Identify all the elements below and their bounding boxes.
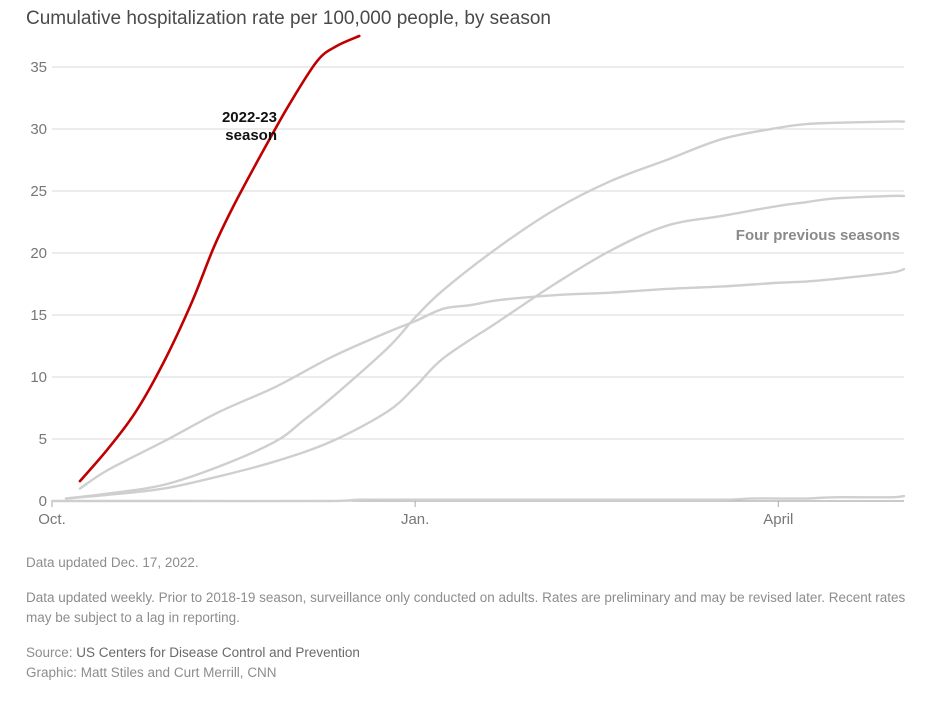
hospitalization-rate-chart: 0 5 10 15 20 25 30 35 Oct. Jan. April 2022-23seaso…	[30, 34, 906, 528]
data-updated-note: Data updated Dec. 17, 2022.	[26, 555, 199, 570]
season-2022-23-label: season	[225, 127, 277, 144]
x-tick-label: April	[763, 511, 793, 528]
methodology-note: Data updated weekly. Prior to 2018-19 se…	[26, 590, 906, 625]
y-tick-label: 20	[30, 245, 47, 262]
previous-seasons-label: Four previous seasons	[736, 227, 900, 244]
series-line-2022-23	[78, 34, 361, 483]
source-prefix: Source:	[26, 645, 77, 660]
source-link[interactable]: US Centers for Disease Control and Preve…	[76, 645, 360, 660]
graphic-credit: Graphic: Matt Stiles and Curt Merrill, C…	[26, 665, 277, 680]
y-tick-label: 25	[30, 183, 47, 200]
source-note: Source: US Centers for Disease Control a…	[26, 643, 360, 663]
x-tick-label: Oct.	[38, 511, 66, 528]
series-line-previous-season	[50, 494, 906, 503]
series-line-previous-season	[64, 120, 906, 500]
chart-title: Cumulative hospitalization rate per 100,…	[26, 8, 551, 29]
y-tick-label: 15	[30, 307, 47, 324]
season-2022-23-label: 2022-23	[222, 109, 277, 126]
y-tick-label: 0	[39, 493, 47, 510]
grid-lines	[52, 66, 904, 440]
series-line-previous-season	[78, 267, 906, 490]
series-lines	[50, 34, 906, 503]
y-tick-label: 30	[30, 121, 47, 138]
axes: 0 5 10 15 20 25 30 35 Oct. Jan. April	[30, 59, 904, 528]
series-line-previous-season	[64, 194, 906, 500]
y-tick-label: 35	[30, 59, 47, 76]
x-tick-label: Jan.	[401, 511, 429, 528]
y-tick-label: 10	[30, 369, 47, 386]
y-tick-label: 5	[39, 431, 47, 448]
